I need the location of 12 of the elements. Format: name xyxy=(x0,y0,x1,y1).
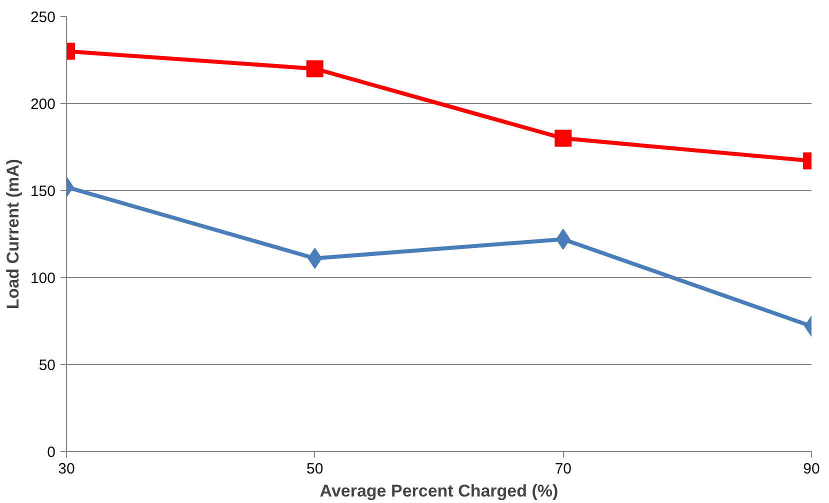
x-tick-label: 70 xyxy=(554,460,572,478)
x-tick-label: 90 xyxy=(803,460,820,478)
x-tick-label: 30 xyxy=(58,460,75,478)
y-tick-label: 200 xyxy=(30,96,56,113)
y-tick-label: 100 xyxy=(30,270,56,287)
x-tick-label: 50 xyxy=(306,460,324,478)
y-tick-label: 50 xyxy=(38,357,56,374)
y-tick-label: 0 xyxy=(47,444,56,461)
y-axis-title: Load Current (mA) xyxy=(3,158,22,310)
y-tick-label: 150 xyxy=(30,183,56,200)
y-tick-label: 250 xyxy=(30,9,56,26)
x-axis-title: Average Percent Charged (%) xyxy=(320,482,558,500)
